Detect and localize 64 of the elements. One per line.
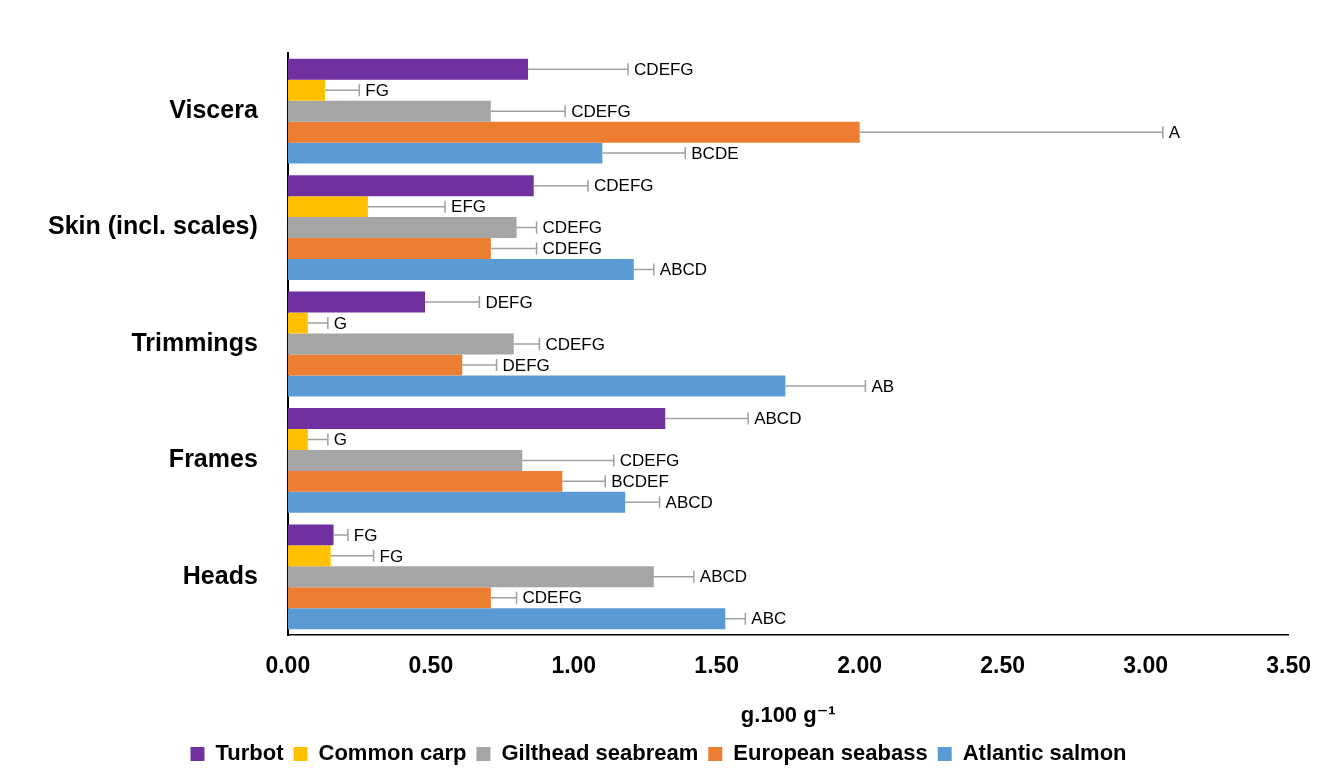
bar [287, 491, 626, 513]
x-tick-label: 1.00 [551, 652, 597, 679]
annotation: ABCD [699, 567, 748, 587]
annotation: FG [353, 525, 378, 545]
legend-label: Atlantic salmon [962, 740, 1127, 766]
legend-label: European seabass [733, 740, 928, 766]
bar [287, 524, 334, 546]
x-tick-label: 1.50 [694, 652, 740, 679]
annotation: BCDE [691, 143, 739, 163]
y-tick-label: Trimmings [131, 327, 258, 356]
y-tick-label: Heads [182, 560, 258, 589]
bar [287, 312, 308, 334]
annotation: G [333, 313, 348, 333]
bar [287, 291, 426, 313]
bar [287, 238, 491, 260]
annotation: CDEFG [619, 451, 680, 471]
bar [287, 608, 726, 630]
legend-label: Common carp [318, 740, 467, 766]
annotation: CDEFG [571, 101, 631, 121]
bar [287, 259, 634, 280]
y-tick-label: Viscera [169, 95, 259, 124]
y-tick-label: Frames [168, 444, 258, 473]
bar [287, 79, 325, 101]
x-tick-label: 0.50 [408, 652, 454, 679]
bar [287, 58, 529, 80]
bar [287, 142, 603, 164]
annotation: CDEFG [634, 59, 694, 79]
annotation: ABCD [659, 260, 708, 280]
bar [287, 175, 534, 197]
bar [287, 545, 331, 567]
bar [287, 375, 786, 397]
x-axis-title: g.100 g⁻¹ [740, 701, 836, 727]
annotation: ABCD [754, 409, 802, 429]
bar [287, 428, 308, 450]
legend-label: Turbot [215, 740, 285, 766]
bar [287, 587, 491, 609]
bar [287, 408, 666, 429]
annotation: CDEFG [542, 239, 603, 259]
bar [287, 470, 563, 492]
annotation: ABCD [665, 492, 713, 512]
annotation: DEFG [502, 355, 550, 375]
bar [287, 121, 860, 143]
y-tick-label: Skin (incl. scales) [47, 211, 258, 240]
annotation: A [1168, 122, 1181, 142]
x-tick-label: 2.00 [837, 652, 883, 679]
annotation: CDEFG [522, 588, 583, 608]
annotation: CDEFG [545, 334, 605, 354]
annotation: AB [871, 376, 895, 396]
bar [287, 354, 463, 376]
annotation: EFG [451, 197, 487, 217]
annotation: CDEFG [542, 218, 603, 238]
annotation: FG [365, 80, 389, 100]
annotation: ABC [751, 609, 787, 629]
legend-label: Gilthead seabream [501, 740, 699, 766]
annotation: BCDEF [611, 472, 669, 492]
x-tick-label: 3.00 [1123, 652, 1169, 679]
x-tick-label: 2.50 [980, 652, 1026, 679]
annotation: DEFG [485, 292, 533, 312]
annotation: FG [379, 546, 404, 566]
x-tick-label: 0.00 [265, 652, 311, 679]
annotation: G [333, 430, 348, 450]
annotation: CDEFG [594, 176, 654, 196]
x-tick-label: 3.50 [1266, 652, 1311, 679]
bar [287, 196, 368, 218]
